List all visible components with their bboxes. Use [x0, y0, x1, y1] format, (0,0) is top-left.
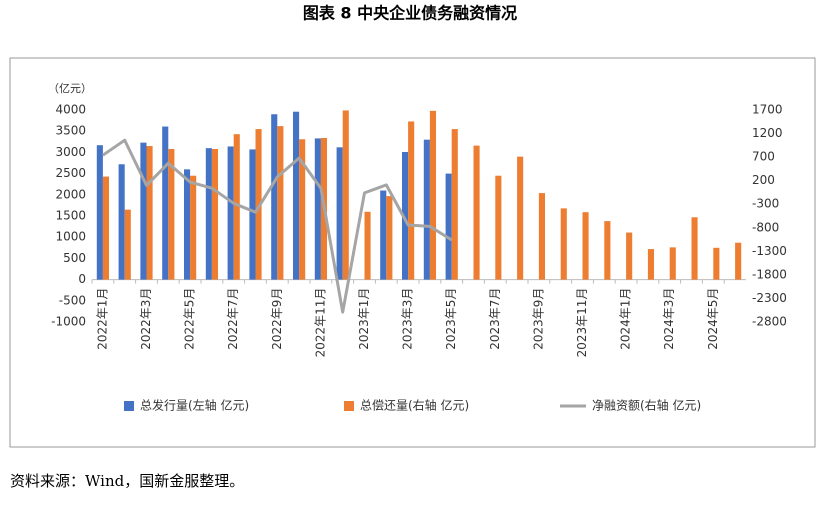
bar	[451, 129, 458, 280]
y-tick-label: 3000	[55, 145, 86, 159]
y-tick-label: 0	[78, 272, 86, 286]
bar	[277, 126, 284, 280]
x-tick-label: 2022年3月	[139, 288, 153, 350]
y2-tick-label: -800	[752, 220, 779, 234]
y-axis-label: （亿元）	[48, 82, 92, 95]
y2-tick-label: -2800	[752, 315, 787, 329]
x-tick-label: 2023年7月	[488, 288, 502, 350]
y-tick-label: 500	[63, 251, 86, 265]
legend-swatch	[124, 401, 134, 411]
bar	[380, 190, 387, 280]
bar	[299, 139, 306, 280]
y2-tick-label: -2300	[752, 291, 787, 305]
legend-label: 总偿还量(右轴 亿元)	[360, 398, 469, 413]
bar	[233, 134, 240, 280]
bar	[168, 149, 175, 280]
bar	[386, 196, 393, 280]
bar	[336, 147, 343, 280]
x-tick-label: 2022年11月	[313, 288, 327, 358]
bar	[211, 149, 219, 280]
x-tick-label: 2022年5月	[183, 288, 197, 350]
x-tick-label: 2022年9月	[270, 288, 284, 350]
x-tick-label: 2024年3月	[662, 288, 676, 350]
chart-title: 图表 8 中央企业债务融资情况	[303, 4, 517, 23]
bar	[190, 175, 197, 280]
y2-tick-label: 200	[752, 173, 775, 187]
y2-tick-label: -1800	[752, 267, 787, 281]
y-tick-label: 4000	[55, 103, 86, 117]
y-tick-label: 2500	[55, 166, 86, 180]
y-tick-label: -500	[59, 293, 86, 307]
bar	[124, 209, 131, 280]
x-tick-label: 2022年7月	[226, 288, 240, 350]
bar	[271, 114, 278, 280]
x-tick-label: 2023年9月	[531, 288, 545, 350]
bar	[146, 146, 153, 280]
x-tick-label: 2023年5月	[444, 288, 458, 350]
x-tick-label: 2024年5月	[706, 288, 720, 350]
line	[102, 138, 453, 314]
legend-label: 净融资额(右轴 亿元)	[592, 398, 701, 413]
bar	[314, 138, 321, 280]
source: 资料来源：Wind，国新金服整理。	[10, 472, 244, 490]
y2-tick-label: -1300	[752, 244, 787, 258]
y-tick-label: 2000	[55, 187, 86, 201]
bar	[342, 110, 349, 280]
bar	[735, 242, 742, 280]
bar	[423, 139, 430, 280]
y2-tick-label: 1700	[752, 103, 783, 117]
bar	[118, 164, 125, 280]
bar	[227, 146, 234, 280]
bar	[364, 211, 371, 280]
bar	[162, 126, 169, 280]
bar	[445, 173, 452, 280]
y-tick-label: 3500	[55, 124, 86, 138]
bar	[408, 121, 415, 280]
bar	[255, 129, 262, 280]
frame	[9, 57, 816, 448]
bar	[429, 110, 437, 280]
x-tick-label: 2023年1月	[357, 288, 371, 350]
y-tick-label: 1000	[55, 230, 86, 244]
y2-tick-label: -300	[752, 197, 779, 211]
bar	[582, 212, 589, 280]
bar	[473, 145, 480, 280]
bar	[102, 176, 110, 280]
bar	[292, 111, 300, 280]
bar	[140, 142, 147, 280]
x-tick-label: 2023年3月	[401, 288, 415, 350]
y2-tick-label: 700	[752, 150, 775, 164]
y-tick-label: -1000	[51, 315, 86, 329]
bar	[713, 247, 720, 280]
x-tick-label: 2022年1月	[95, 288, 109, 350]
y-tick-label: 1500	[55, 209, 86, 223]
bar	[495, 175, 502, 280]
bar	[647, 249, 655, 280]
bar	[626, 232, 633, 280]
bar	[517, 156, 524, 280]
bar	[205, 148, 212, 280]
bar	[669, 247, 676, 280]
x-tick-label: 2024年1月	[619, 288, 633, 350]
bar	[691, 217, 698, 280]
bar	[538, 193, 546, 280]
x-tick-label: 2023年11月	[575, 288, 589, 358]
legend-swatch	[344, 401, 354, 411]
legend-label: 总发行量(左轴 亿元)	[140, 398, 249, 413]
bar	[560, 208, 567, 280]
bar	[96, 145, 103, 280]
bar	[604, 221, 611, 280]
bar	[401, 151, 409, 280]
bar	[183, 169, 191, 280]
y2-tick-label: 1200	[752, 126, 783, 140]
bar	[249, 149, 256, 280]
